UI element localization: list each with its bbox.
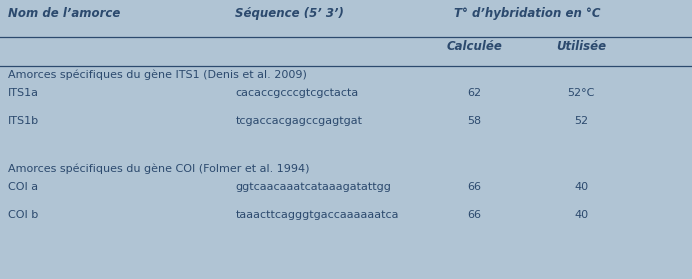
Text: COI b: COI b (8, 210, 39, 220)
Text: cacaccgcccgtcgctacta: cacaccgcccgtcgctacta (235, 88, 358, 98)
Text: ITS1b: ITS1b (8, 116, 39, 126)
Text: T° d’hybridation en °C: T° d’hybridation en °C (454, 7, 601, 20)
Text: 66: 66 (467, 210, 481, 220)
Text: Amorces spécifiques du gène ITS1 (Denis et al. 2009): Amorces spécifiques du gène ITS1 (Denis … (8, 70, 307, 81)
Text: taaacttcagggtgaccaaaaaatca: taaacttcagggtgaccaaaaaatca (235, 210, 399, 220)
Text: 58: 58 (467, 116, 481, 126)
Text: 40: 40 (574, 210, 588, 220)
Text: Amorces spécifiques du gène COI (Folmer et al. 1994): Amorces spécifiques du gène COI (Folmer … (8, 164, 310, 174)
Text: Calculée: Calculée (446, 40, 502, 53)
Text: Séquence (5’ 3’): Séquence (5’ 3’) (235, 7, 344, 20)
Text: 62: 62 (467, 88, 481, 98)
Text: tcgaccacgagccgagtgat: tcgaccacgagccgagtgat (235, 116, 363, 126)
Text: 40: 40 (574, 182, 588, 192)
Text: Nom de l’amorce: Nom de l’amorce (8, 7, 120, 20)
Text: 52°C: 52°C (567, 88, 595, 98)
Text: COI a: COI a (8, 182, 39, 192)
Text: ITS1a: ITS1a (8, 88, 39, 98)
Text: Utilisée: Utilisée (556, 40, 606, 53)
Text: ggtcaacaaatcataaagatattgg: ggtcaacaaatcataaagatattgg (235, 182, 391, 192)
Text: 52: 52 (574, 116, 588, 126)
Text: 66: 66 (467, 182, 481, 192)
